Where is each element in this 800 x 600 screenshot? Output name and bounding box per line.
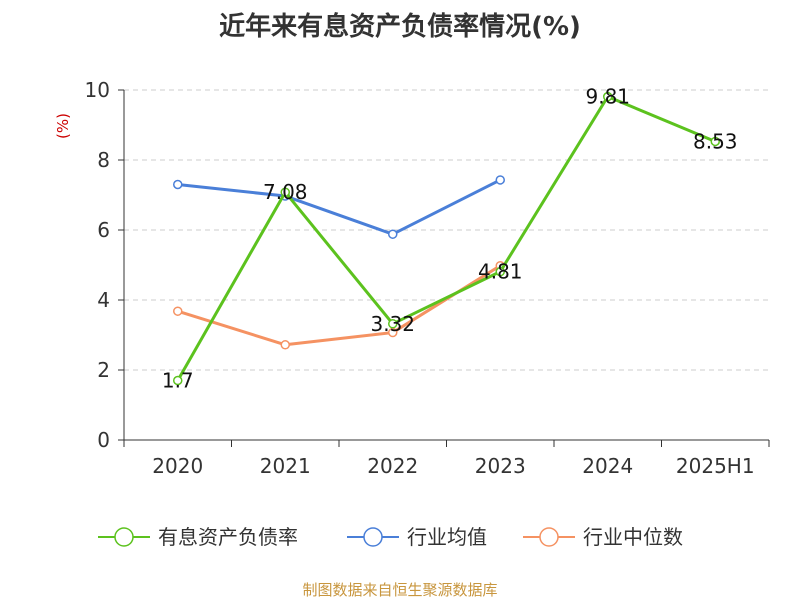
data-point xyxy=(495,175,505,185)
source-note: 制图数据来自恒生聚源数据库 xyxy=(302,581,498,599)
data-point xyxy=(173,375,183,386)
legend-label: 行业中位数 xyxy=(583,525,683,549)
legend: 有息资产负债率 行业均值 行业中位数 xyxy=(98,525,683,549)
legend-marker xyxy=(363,527,383,547)
data-label: 7.08 xyxy=(263,180,308,204)
y-tick-label: 10 xyxy=(85,78,110,102)
x-tick-label: 2021 xyxy=(260,454,311,478)
y-tick-label: 6 xyxy=(97,218,110,242)
chart-title: 近年来有息资产负债率情况(%) xyxy=(219,12,581,42)
data-label: 1.7 xyxy=(162,369,194,393)
x-tick-label: 2024 xyxy=(582,454,633,478)
axes: 0 2 4 6 8 10 (%) 2020 2021 2022 2023 2024 2025H1 xyxy=(54,78,770,478)
y-tick-label: 2 xyxy=(97,358,110,382)
legend-marker xyxy=(539,527,559,547)
series-lines xyxy=(173,91,720,386)
y-tick-label: 8 xyxy=(97,148,110,172)
y-tick-label: 0 xyxy=(97,428,110,452)
x-tick-label: 2025H1 xyxy=(676,454,755,478)
data-point xyxy=(388,319,398,329)
series-line xyxy=(176,95,716,382)
grid-lines xyxy=(124,89,769,371)
data-point xyxy=(173,306,183,316)
data-label: 8.53 xyxy=(693,129,738,153)
data-label: 9.81 xyxy=(585,85,630,109)
data-point xyxy=(710,136,720,147)
y-tick-label: 4 xyxy=(97,288,110,312)
x-tick-label: 2022 xyxy=(367,454,418,478)
data-label: 4.81 xyxy=(478,260,523,284)
data-labels: 1.7 7.08 3.32 4.81 9.81 8.53 xyxy=(162,85,738,393)
x-tick-label: 2023 xyxy=(475,454,526,478)
legend-label: 有息资产负债率 xyxy=(158,525,298,549)
data-point xyxy=(280,340,290,350)
data-point xyxy=(388,229,398,239)
data-point xyxy=(603,91,613,102)
y-axis-label: (%) xyxy=(54,113,72,139)
legend-marker xyxy=(114,527,134,547)
series-line xyxy=(177,178,501,236)
data-point xyxy=(173,179,183,190)
series-line xyxy=(177,264,502,347)
data-point xyxy=(280,187,290,197)
legend-label: 行业均值 xyxy=(407,525,487,549)
data-point xyxy=(495,266,505,277)
x-tick-label: 2020 xyxy=(152,454,203,478)
data-label: 3.32 xyxy=(370,312,415,336)
